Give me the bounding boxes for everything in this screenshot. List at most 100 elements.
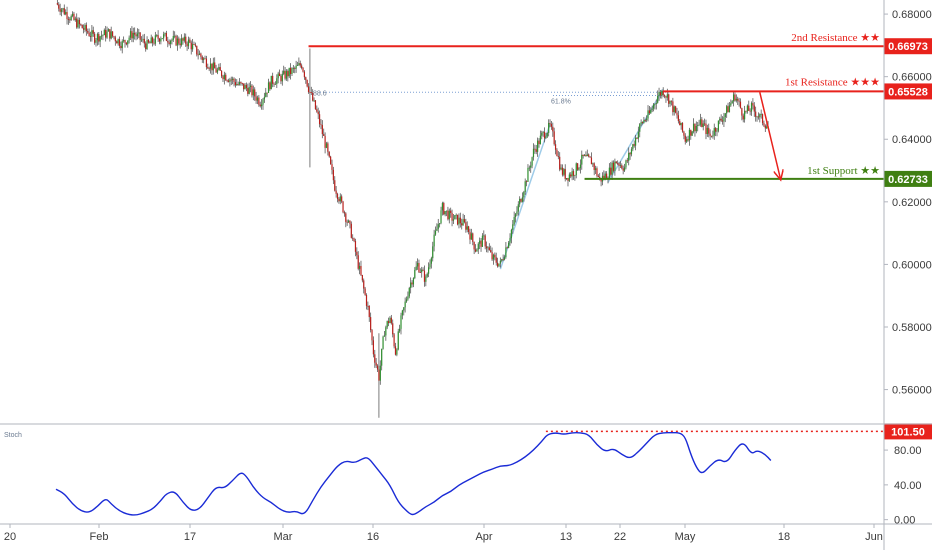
candle-body: [448, 210, 450, 220]
candle-body: [712, 135, 714, 137]
candle-body: [626, 160, 628, 162]
candle-body: [169, 40, 172, 44]
candle-body: [462, 219, 464, 226]
candle-body: [336, 193, 339, 199]
candle-body: [299, 63, 301, 66]
target-arrow: [759, 92, 781, 179]
candle-body: [285, 71, 288, 79]
candle-body: [204, 58, 206, 60]
candle-body: [532, 148, 535, 158]
candle-body: [531, 157, 533, 166]
candle-body: [735, 98, 737, 101]
candle-body: [120, 45, 122, 49]
candle-body: [679, 121, 681, 126]
candle-body: [367, 305, 369, 307]
candle-body: [466, 226, 468, 230]
candle-body: [392, 323, 394, 335]
candle-body: [314, 100, 317, 110]
candle-body: [490, 250, 492, 253]
candle-body: [513, 216, 515, 225]
stochastic-panel: Stoch 101.50: [4, 423, 932, 516]
candle-body: [330, 156, 332, 165]
candle-body: [430, 258, 432, 264]
candle-body: [203, 58, 205, 60]
candle-body: [390, 317, 392, 324]
candle-body: [523, 192, 525, 198]
candle-body: [269, 82, 271, 90]
candle-body: [434, 230, 437, 235]
candle-body: [125, 42, 127, 45]
candle-body: [520, 198, 522, 202]
candle-body: [393, 334, 395, 347]
candle-body: [189, 39, 191, 43]
candle-body: [129, 31, 132, 38]
candle-body: [78, 19, 81, 25]
price-tick-label: 0.62000: [892, 197, 932, 209]
candle-body: [198, 53, 201, 55]
level-price-tag-label: 0.66973: [888, 41, 928, 53]
candle-body: [723, 116, 725, 122]
time-tick-label: 17: [184, 531, 196, 543]
candle-body: [161, 38, 163, 40]
candle-body: [719, 118, 721, 121]
candle-body: [296, 65, 299, 67]
candle-body: [77, 19, 79, 28]
candle-body: [262, 99, 264, 105]
level-label: 1st Support ★★: [807, 165, 880, 177]
candle-body: [676, 112, 678, 116]
candle-body: [495, 257, 497, 263]
candle-body: [167, 40, 169, 43]
candle-body: [96, 34, 98, 41]
candle-body: [497, 262, 499, 267]
candle-body: [630, 149, 633, 155]
candle-body: [405, 299, 408, 302]
candle-body: [109, 29, 111, 39]
candle-body: [411, 282, 413, 285]
candle-body: [425, 276, 427, 282]
candle-body: [421, 269, 423, 273]
candle-body: [537, 140, 539, 152]
candle-body: [597, 175, 599, 177]
candle-body: [502, 259, 504, 261]
candle-body: [343, 212, 346, 214]
candle-body: [165, 33, 167, 41]
candle-body: [208, 68, 210, 70]
candle-body: [180, 38, 183, 46]
candle-body: [360, 265, 362, 275]
candle-body: [370, 317, 372, 331]
candle-body: [756, 116, 758, 118]
candle-body: [404, 301, 406, 308]
candle-body: [726, 106, 728, 114]
candle-body: [732, 94, 735, 102]
candle-body: [324, 135, 326, 148]
candle-body: [401, 310, 403, 316]
candle-body: [474, 249, 477, 252]
candle-body: [560, 167, 562, 170]
stoch-threshold-tag: [884, 423, 932, 440]
candle-body: [107, 29, 110, 32]
candle-body: [444, 211, 446, 215]
time-tick-label: Jun: [865, 531, 883, 543]
candle-body: [221, 70, 223, 77]
candle-body: [100, 35, 103, 37]
candle-body: [62, 8, 64, 10]
candle-body: [99, 36, 101, 42]
candle-body: [759, 114, 761, 118]
candle-body: [675, 106, 677, 113]
stoch-tick-label: 0.00: [894, 515, 915, 527]
candle-body: [397, 331, 399, 350]
level-price-tag: [884, 38, 932, 55]
candle-body: [622, 168, 624, 171]
candle-body: [668, 94, 670, 104]
candle-body: [641, 122, 644, 123]
candle-body: [454, 215, 456, 220]
candle-body: [205, 58, 208, 68]
candle-body: [327, 143, 329, 152]
candle-body: [494, 254, 496, 258]
candle-body: [372, 340, 374, 355]
candle-body: [615, 161, 617, 164]
candle-body: [692, 123, 695, 132]
price-tick-label: 0.66000: [892, 72, 932, 84]
candle-body: [757, 116, 760, 118]
